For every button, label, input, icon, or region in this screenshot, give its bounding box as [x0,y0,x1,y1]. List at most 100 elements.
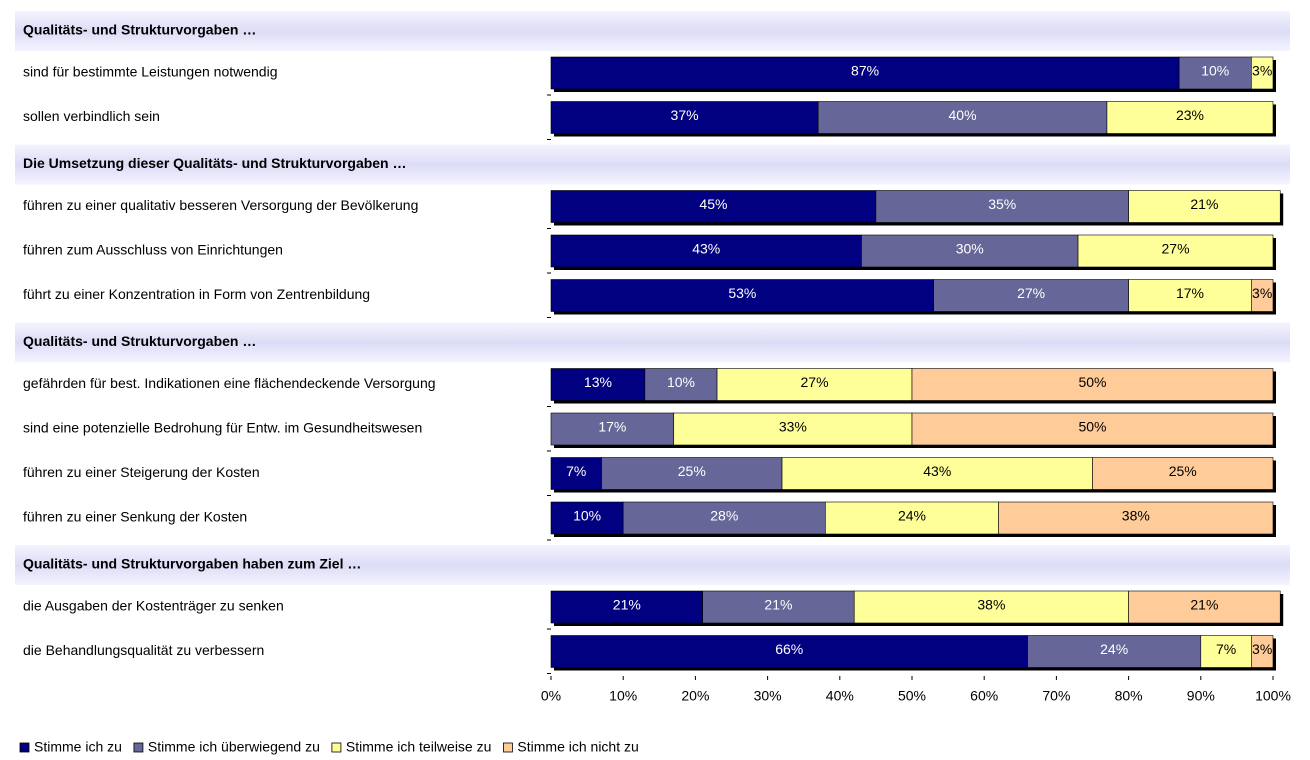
data-label: 7% [1216,641,1236,657]
bar-segment [817,101,1108,134]
data-label: 37% [671,107,699,123]
data-label: 87% [851,63,879,79]
x-tick-label: 70% [1042,688,1070,704]
section-header-band [15,144,1290,185]
bar-segment [825,501,999,535]
bar-segment [550,56,1180,90]
data-label: 7% [566,463,586,479]
x-tick-label: 50% [898,688,926,704]
bar-segment [601,457,783,490]
row-label: sind für bestimmte Leistungen notwendig [23,64,277,80]
bar-segment [550,190,877,223]
x-tick-label: 60% [970,688,998,704]
data-label: 27% [1017,285,1045,301]
data-label: 13% [584,374,612,390]
section-header-band [15,11,1290,51]
legend-label: Stimme ich teilweise zu [346,739,492,755]
bar-segment [781,457,1093,490]
data-label: 23% [1176,107,1204,123]
data-label: 21% [613,597,641,613]
bar-segment [1027,635,1202,668]
x-tick-label: 30% [754,688,782,704]
bar-segment [911,368,1274,401]
data-label: 25% [1169,463,1197,479]
data-label: 40% [949,107,977,123]
data-label: 43% [692,241,720,257]
row-label: sollen verbindlich sein [23,108,160,124]
data-label: 3% [1252,285,1272,301]
legend-label: Stimme ich überwiegend zu [148,739,320,755]
data-label: 24% [898,508,926,524]
row-label: führen zu einer Senkung der Kosten [23,509,247,525]
data-label: 30% [956,241,984,257]
bar-segment [550,101,819,134]
data-label: 27% [801,374,829,390]
data-label: 50% [1078,419,1106,435]
data-label: 38% [1122,508,1150,524]
row-label: die Behandlungsqualität zu verbessern [23,642,264,658]
data-label: 17% [1176,285,1204,301]
bar-segment [1200,635,1252,668]
data-label: 10% [667,374,695,390]
x-tick-label: 90% [1187,688,1215,704]
row-label: führen zu einer Steigerung der Kosten [23,464,260,480]
row-label: sind eine potenzielle Bedrohung für Entw… [23,420,422,436]
legend-swatch [19,742,30,753]
data-label: 43% [923,463,951,479]
data-label: 38% [977,597,1005,613]
bar-segment [550,635,1028,668]
bar-segment [550,234,862,268]
data-label: 53% [728,285,756,301]
bar-segment [550,501,624,535]
section-header: Qualitäts- und Strukturvorgaben haben zu… [23,556,361,572]
bar-segment [550,590,703,624]
data-label: 10% [1201,63,1229,79]
bar-segment [622,501,826,535]
data-label: 10% [573,508,601,524]
bar-segment [911,412,1274,446]
bar-segment [702,590,855,624]
data-label: 35% [988,196,1016,212]
data-label: 21% [1190,196,1218,212]
bar-segment [1251,56,1274,90]
row-label: führen zu einer qualitativ besseren Vers… [23,197,418,213]
x-tick-label: 20% [681,688,709,704]
data-label: 66% [775,641,803,657]
data-label: 17% [598,419,626,435]
section-header: Qualitäts- und Strukturvorgaben … [23,22,256,38]
bar-segment [1251,279,1274,312]
bar-segment [998,501,1274,535]
bar-segment [875,190,1129,223]
row-label: führen zum Ausschluss von Einrichtungen [23,242,283,258]
bar-segment [1077,234,1274,268]
data-label: 24% [1100,641,1128,657]
row-label: die Ausgaben der Kostenträger zu senken [23,598,284,614]
row-label: führt zu einer Konzentration in Form von… [23,286,370,302]
bar-segment [716,368,913,401]
data-label: 25% [678,463,706,479]
bar-segment [1092,457,1274,490]
bar-segment [673,412,913,446]
legend-swatch [503,742,513,753]
bar-segment [861,234,1079,268]
section-header-band [15,545,1290,585]
legend-swatch [331,742,342,753]
bar-segment [1251,635,1274,668]
section-header-band [15,322,1290,363]
bar-segment [550,368,646,401]
x-tick-label: 0% [541,688,561,704]
data-label: 21% [764,597,792,613]
x-tick-label: 10% [609,688,637,704]
data-label: 45% [699,196,727,212]
data-label: 3% [1252,63,1272,79]
x-tick-label: 80% [1115,688,1143,704]
data-label: 21% [1190,597,1218,613]
bar-segment [644,368,718,401]
bar-segment [550,279,934,312]
data-label: 33% [779,419,807,435]
data-label: 3% [1252,641,1272,657]
x-tick-label: 40% [826,688,854,704]
bar-segment [1128,279,1252,312]
data-label: 50% [1078,374,1106,390]
